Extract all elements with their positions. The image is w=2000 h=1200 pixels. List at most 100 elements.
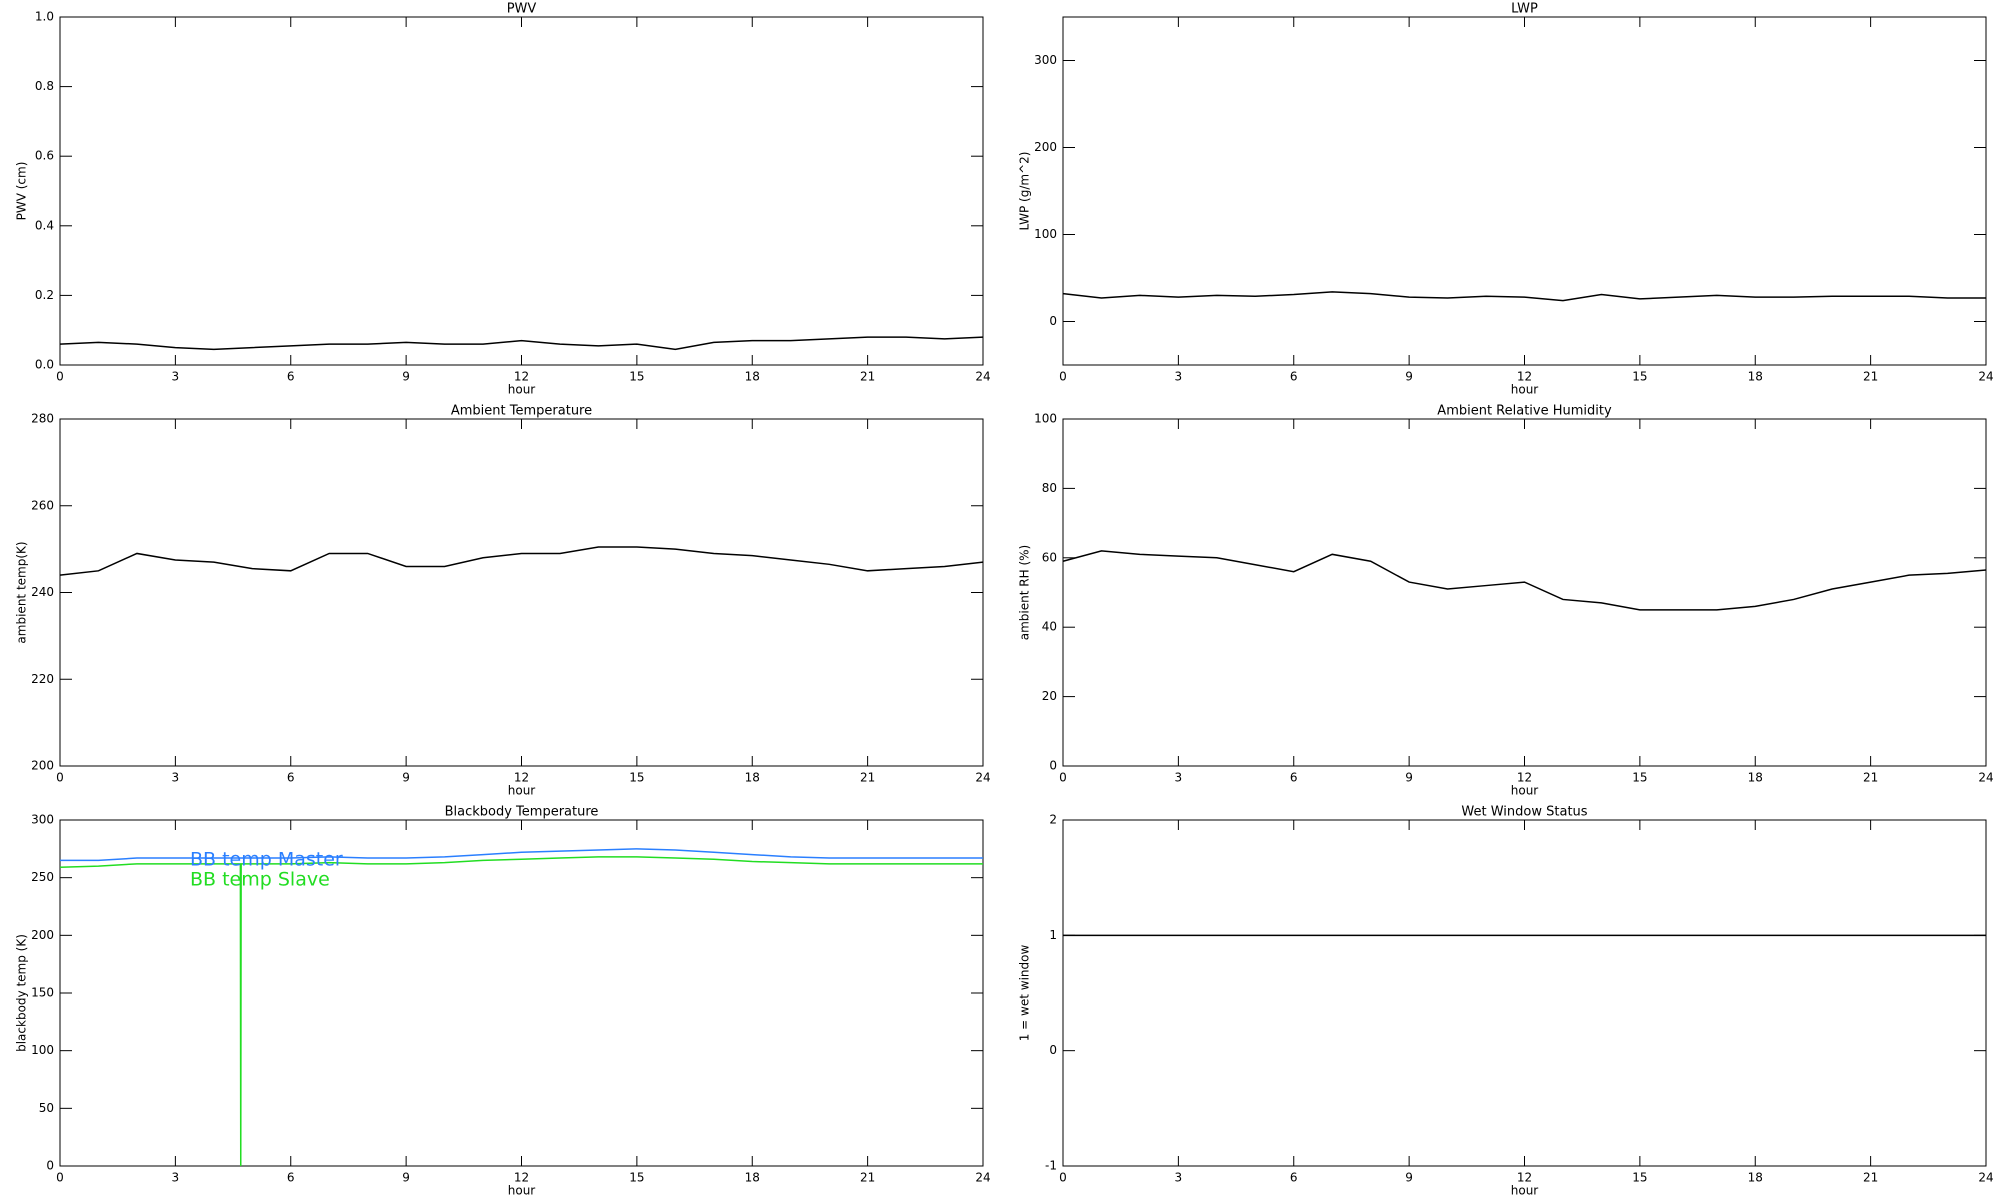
x-tick-label: 9	[402, 370, 410, 384]
x-tick-label: 24	[1978, 771, 1993, 785]
y-axis-label: blackbody temp (K)	[15, 934, 29, 1052]
y-tick-label: 80	[1042, 481, 1057, 495]
y-tick-label: 300	[31, 813, 54, 827]
x-tick-label: 12	[514, 771, 529, 785]
x-axis-label: hour	[1511, 1184, 1539, 1198]
y-axis-label: ambient temp(K)	[15, 541, 29, 643]
x-tick-label: 15	[1632, 370, 1647, 384]
x-tick-label: 24	[975, 1171, 990, 1185]
x-tick-label: 0	[1059, 370, 1067, 384]
y-tick-label: 100	[31, 1043, 54, 1057]
x-tick-label: 3	[1175, 1171, 1183, 1185]
x-axis-label: hour	[508, 784, 536, 798]
x-tick-label: 6	[287, 771, 295, 785]
y-tick-label: 0	[1049, 1043, 1057, 1057]
data-line	[1062, 550, 1987, 611]
y-tick-label: 0.0	[35, 358, 54, 372]
x-tick-label: 21	[1863, 370, 1878, 384]
data-line	[1062, 291, 1986, 302]
x-tick-label: 24	[975, 370, 990, 384]
x-tick-label: 24	[1978, 370, 1993, 384]
x-tick-label: 12	[1517, 370, 1532, 384]
data-line	[59, 546, 984, 576]
x-tick-label: 21	[860, 771, 875, 785]
y-tick-label: 50	[39, 1101, 54, 1115]
legend-entry: BB temp Slave	[190, 869, 330, 891]
x-tick-label: 6	[287, 370, 295, 384]
x-tick-label: 12	[1517, 1171, 1532, 1185]
y-axis-label: LWP (g/m^2)	[1018, 152, 1032, 231]
x-tick-label: 12	[1517, 771, 1532, 785]
x-tick-label: 3	[172, 771, 180, 785]
y-tick-label: 0.8	[35, 79, 54, 93]
x-tick-label: 0	[56, 1171, 64, 1185]
x-tick-label: 18	[1748, 771, 1763, 785]
y-tick-label: 200	[31, 759, 54, 773]
x-tick-label: 12	[514, 1171, 529, 1185]
x-tick-label: 3	[172, 1171, 180, 1185]
x-axis-label: hour	[1511, 383, 1539, 397]
x-tick-label: 21	[860, 1171, 875, 1185]
x-tick-label: 15	[1632, 1171, 1647, 1185]
y-tick-label: 20	[1042, 689, 1057, 703]
x-tick-label: 0	[56, 771, 64, 785]
plot-frame	[59, 418, 984, 767]
y-tick-label: 260	[31, 498, 54, 512]
y-tick-label: 200	[31, 928, 54, 942]
y-tick-label: 0	[1049, 759, 1057, 773]
x-tick-label: 18	[745, 370, 760, 384]
x-tick-label: 3	[172, 370, 180, 384]
y-tick-label: 100	[1034, 412, 1057, 426]
plot-frame	[1062, 418, 1987, 767]
y-tick-label: 0.2	[35, 288, 54, 302]
x-tick-label: 24	[1978, 1171, 1993, 1185]
x-tick-label: 9	[402, 1171, 410, 1185]
y-tick-label: 0.4	[35, 218, 54, 232]
chart-title: Ambient Temperature	[451, 404, 592, 419]
legend-entry: BB temp Master	[190, 849, 343, 871]
x-tick-label: 6	[1290, 370, 1298, 384]
y-tick-label: 240	[31, 585, 54, 599]
y-tick-label: 250	[31, 870, 54, 884]
y-tick-label: 300	[1034, 53, 1057, 67]
chart-title: Blackbody Temperature	[445, 805, 599, 820]
x-axis-label: hour	[508, 1184, 536, 1198]
x-tick-label: 3	[1175, 771, 1183, 785]
x-tick-label: 18	[745, 1171, 760, 1185]
y-axis-label: PWV (cm)	[15, 162, 29, 221]
x-axis-label: hour	[1511, 784, 1539, 798]
y-tick-label: 60	[1042, 550, 1057, 564]
x-tick-label: 0	[56, 370, 64, 384]
x-tick-label: 18	[1748, 370, 1763, 384]
y-tick-label: 1	[1049, 928, 1057, 942]
plot-frame	[1062, 819, 1987, 1167]
y-tick-label: 220	[31, 672, 54, 686]
x-tick-label: 3	[1175, 370, 1183, 384]
x-tick-label: 6	[287, 1171, 295, 1185]
y-tick-label: 0	[1049, 314, 1057, 328]
x-tick-label: 9	[402, 771, 410, 785]
y-tick-label: 0	[46, 1159, 54, 1173]
y-tick-label: 150	[31, 986, 54, 1000]
x-tick-label: 21	[1863, 771, 1878, 785]
x-tick-label: 15	[1632, 771, 1647, 785]
x-tick-label: 9	[1405, 1171, 1413, 1185]
x-tick-label: 12	[514, 370, 529, 384]
plot-frame	[59, 16, 984, 366]
y-tick-label: 200	[1034, 140, 1057, 154]
x-tick-label: 0	[1059, 771, 1067, 785]
x-tick-label: 18	[745, 771, 760, 785]
y-tick-label: 2	[1049, 813, 1057, 827]
x-tick-label: 18	[1748, 1171, 1763, 1185]
y-tick-label: 40	[1042, 620, 1057, 634]
x-tick-label: 15	[629, 1171, 644, 1185]
x-tick-label: 6	[1290, 1171, 1298, 1185]
y-tick-label: 0.6	[35, 149, 54, 163]
x-tick-label: 9	[1405, 771, 1413, 785]
plot-frame	[1062, 16, 1987, 366]
x-tick-label: 15	[629, 771, 644, 785]
chart-title: LWP	[1511, 2, 1538, 17]
data-line	[60, 848, 983, 862]
y-tick-label: 280	[31, 412, 54, 426]
